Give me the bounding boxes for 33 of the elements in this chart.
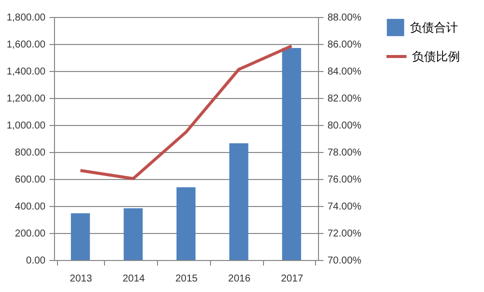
y2-tick-label: 78.00% <box>328 148 362 158</box>
bar <box>229 143 248 260</box>
y2-tick-label: 74.00% <box>328 202 362 212</box>
legend-label: 负债合计 <box>410 20 458 34</box>
x-tick-label: 2017 <box>280 274 304 284</box>
x-tick-label: 2015 <box>175 274 198 284</box>
bar <box>176 187 196 260</box>
y2-tick-label: 76.00% <box>328 174 362 186</box>
y-tick-label: 1,400.00 <box>6 66 46 78</box>
bar <box>282 48 302 260</box>
y-tick-label: 400.00 <box>14 202 46 212</box>
y-tick-label: 200.00 <box>14 228 46 240</box>
y2-tick-label: 86.00% <box>328 40 362 50</box>
y2-tick-label: 72.00% <box>328 228 362 240</box>
y-tick-label: 1,600.00 <box>6 40 46 50</box>
y2-tick-label: 70.00% <box>328 256 362 266</box>
legend-label: 负债比例 <box>412 50 460 64</box>
y2-tick-label: 80.00% <box>328 120 362 132</box>
y-tick-label: 800.00 <box>14 148 46 158</box>
y-tick-label: 1,200.00 <box>6 94 46 104</box>
x-tick-label: 2014 <box>122 274 146 284</box>
x-tick-label: 2016 <box>228 274 251 284</box>
y-tick-label: 1,000.00 <box>6 120 46 132</box>
line-series <box>78 44 294 180</box>
x-tick-label: 2013 <box>70 274 92 284</box>
bar <box>124 208 143 260</box>
bar <box>70 213 90 260</box>
y2-tick-label: 88.00% <box>328 12 362 24</box>
y-tick-label: 0.00 <box>26 256 46 266</box>
y-tick-label: 1,800.00 <box>6 12 46 24</box>
y2-tick-label: 82.00% <box>328 94 362 104</box>
y2-tick-label: 84.00% <box>328 66 362 78</box>
y-tick-label: 600.00 <box>14 174 46 186</box>
